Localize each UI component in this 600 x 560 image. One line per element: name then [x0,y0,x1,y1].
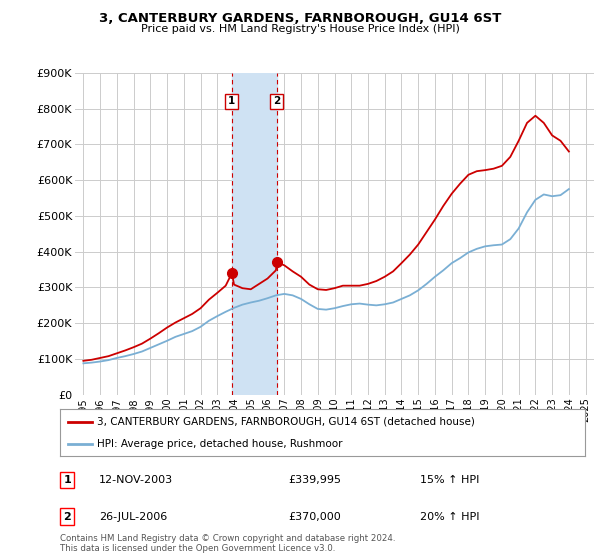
Text: Price paid vs. HM Land Registry's House Price Index (HPI): Price paid vs. HM Land Registry's House … [140,24,460,34]
Text: 3, CANTERBURY GARDENS, FARNBOROUGH, GU14 6ST (detached house): 3, CANTERBURY GARDENS, FARNBOROUGH, GU14… [97,417,475,427]
Text: 3, CANTERBURY GARDENS, FARNBOROUGH, GU14 6ST: 3, CANTERBURY GARDENS, FARNBOROUGH, GU14… [99,12,501,25]
Text: 1: 1 [228,96,235,106]
Text: Contains HM Land Registry data © Crown copyright and database right 2024.
This d: Contains HM Land Registry data © Crown c… [60,534,395,553]
Text: 20% ↑ HPI: 20% ↑ HPI [420,512,479,521]
Text: 2: 2 [64,512,71,521]
Text: 15% ↑ HPI: 15% ↑ HPI [420,475,479,485]
Text: HPI: Average price, detached house, Rushmoor: HPI: Average price, detached house, Rush… [97,438,342,449]
Text: 1: 1 [64,475,71,485]
Text: £339,995: £339,995 [288,475,341,485]
Bar [232,73,277,395]
Text: £370,000: £370,000 [288,512,341,521]
Text: 12-NOV-2003: 12-NOV-2003 [99,475,173,485]
Text: 26-JUL-2006: 26-JUL-2006 [99,512,167,521]
Text: 2: 2 [273,96,281,106]
